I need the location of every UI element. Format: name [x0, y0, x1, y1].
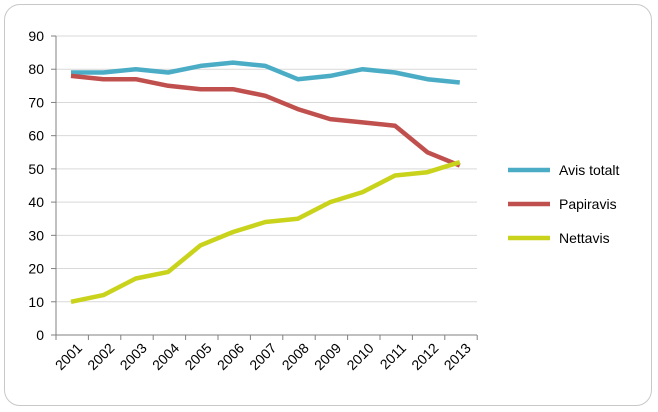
y-tick-label: 30 [28, 227, 44, 243]
y-axis-ticks: 0 10 20 30 40 50 60 70 80 90 [28, 28, 56, 343]
y-tick-label: 20 [28, 261, 44, 277]
x-tick-label: 2002 [84, 340, 117, 373]
y-tick-label: 0 [36, 327, 44, 343]
x-tick-label: 2006 [214, 340, 247, 373]
y-tick-label: 60 [28, 128, 44, 144]
y-tick-label: 40 [28, 194, 44, 210]
x-tick-label: 2005 [181, 340, 214, 373]
x-tick-label: 2008 [279, 340, 312, 373]
y-tick-label: 80 [28, 61, 44, 77]
series-line-papiravis [70, 73, 461, 168]
legend-item-nettavis: Nettavis [508, 230, 610, 246]
x-tick-label: 2013 [441, 340, 474, 373]
y-tick-label: 70 [28, 94, 44, 110]
y-tick-label: 90 [28, 28, 44, 44]
series-lines [70, 60, 461, 305]
x-tick-label: 2003 [117, 340, 150, 373]
x-tick-label: 2001 [52, 340, 85, 373]
legend-item-avis-totalt: Avis totalt [508, 162, 620, 178]
x-tick-label: 2009 [311, 340, 344, 373]
x-tick-label: 2012 [408, 340, 441, 373]
x-tick-label: 2011 [377, 340, 410, 373]
series-line-nettavis [70, 160, 461, 305]
legend-label: Papiravis [559, 196, 617, 212]
y-tick-label: 50 [28, 161, 44, 177]
x-tick-label: 2004 [149, 340, 182, 373]
x-tick-label: 2010 [343, 340, 376, 373]
x-tick-label: 2007 [246, 340, 279, 373]
legend: Avis totalt Papiravis Nettavis [508, 162, 620, 246]
axes [55, 36, 477, 336]
legend-label: Avis totalt [559, 162, 620, 178]
legend-label: Nettavis [559, 230, 610, 246]
legend-item-papiravis: Papiravis [508, 196, 617, 212]
x-axis-ticks: 2001 2002 2003 2004 2005 2006 2007 2008 2009 2010… [52, 335, 478, 373]
series-line-avis-totalt [71, 60, 461, 85]
y-tick-label: 10 [28, 294, 44, 310]
